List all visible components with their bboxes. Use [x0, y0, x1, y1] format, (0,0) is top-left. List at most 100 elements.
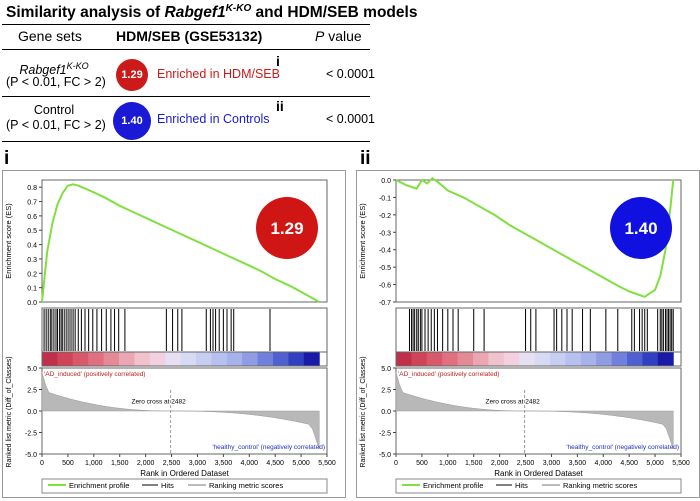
rank-ytick-label: -5.0 — [379, 452, 391, 459]
nes-badge-circle — [256, 197, 318, 259]
legend-label-profile: Enrichment profile — [69, 481, 129, 490]
color-bar-segment — [550, 352, 566, 366]
color-bar-segment — [180, 352, 197, 366]
xtick-label: 0 — [394, 460, 398, 467]
legend-label-hits: Hits — [515, 481, 528, 490]
negative-class-label: 'healthy_control' (negatively correlated… — [212, 444, 325, 451]
rank-ylabel: Ranked list metric (Diff_of_Classes) — [360, 356, 367, 467]
color-bar-segment — [211, 352, 228, 366]
color-bar-border — [395, 351, 682, 367]
es-ytick-label: 0.3 — [27, 257, 37, 264]
es-ylabel: Enrichment score (ES) — [358, 203, 367, 279]
color-bar-segment — [119, 352, 135, 366]
color-bar-segment — [457, 352, 474, 366]
zero-cross-label: Zero cross at 2482 — [132, 398, 187, 405]
xtick-label: 5,500 — [318, 460, 336, 467]
xtick-label: 5,000 — [646, 460, 664, 467]
xtick-label: 2,000 — [137, 460, 155, 467]
rank-ytick-label: 5.0 — [27, 366, 37, 373]
legend-box — [41, 478, 328, 494]
es-ytick-label: -0.1 — [379, 195, 391, 202]
color-bar-segment — [88, 352, 105, 366]
color-bar-segment — [642, 352, 659, 366]
color-bar-segment — [519, 352, 536, 366]
color-bar-segment — [196, 352, 212, 366]
xtick-label: 1,000 — [439, 460, 457, 467]
enrichment-label: Enriched in Controls — [157, 112, 270, 126]
es-ytick-label: -0.6 — [379, 283, 391, 290]
xtick-label: 3,500 — [215, 460, 233, 467]
rank-ytick-label: 0.0 — [27, 409, 37, 416]
rank-ytick-label: -2.5 — [379, 431, 391, 438]
es-ytick-label: 0.0 — [27, 300, 37, 307]
color-bar-segment — [242, 352, 259, 366]
nes-badge: 1.29 — [116, 59, 148, 91]
es-ytick-label: -0.7 — [379, 300, 391, 307]
xtick-label: 4,500 — [620, 460, 638, 467]
xtick-label: 5,500 — [672, 460, 690, 467]
gsea-plot-i: 0.8 0.7 0.6 0.5 0.4 0.3 0.2 0.1 0.0 Enrichment sc… — [2, 170, 346, 498]
xtick-label: 500 — [62, 460, 74, 467]
header-gene-sets: Gene sets — [18, 28, 82, 44]
es-ytick-label: -0.3 — [379, 230, 391, 237]
ranking-metric-area — [395, 372, 674, 449]
rank-ytick-label: 2.5 — [27, 388, 37, 395]
es-ytick-label: 0.1 — [27, 286, 37, 293]
color-bar-segment — [42, 352, 58, 366]
legend-label-ranking: Ranking metric scores — [563, 481, 637, 490]
enrichment-label: Enriched in HDM/SEB — [157, 67, 280, 81]
positive-class-label: 'AD_induced' (positively correlated) — [44, 371, 145, 378]
rank-ytick-label: -2.5 — [25, 431, 37, 438]
es-ytick-label: 0.6 — [27, 214, 37, 221]
color-bar-segment — [657, 352, 674, 366]
color-bar-segment — [165, 352, 182, 366]
es-ytick-label: -0.4 — [379, 248, 391, 255]
xtick-label: 500 — [416, 460, 428, 467]
color-bar-segment — [411, 352, 428, 366]
p-value: < 0.0001 — [326, 67, 376, 81]
x-axis-label: Rank in Ordered Dataset — [494, 469, 583, 478]
rank-ytick-label: -5.0 — [25, 452, 37, 459]
es-ytick-label: 0.7 — [27, 200, 37, 207]
es-ytick-label: -0.5 — [379, 265, 391, 272]
color-bar-segment — [288, 352, 305, 366]
color-bar-segment — [303, 352, 320, 366]
color-bar-segment — [273, 352, 289, 366]
positive-class-label: 'AD_induced' (positively correlated) — [398, 371, 499, 378]
color-bar-segment — [565, 352, 582, 366]
es-ytick-label: 0.0 — [381, 178, 391, 185]
rank-ytick-label: 5.0 — [381, 366, 391, 373]
xtick-label: 4,000 — [241, 460, 259, 467]
color-bar-segment — [534, 352, 551, 366]
xtick-label: 2,000 — [491, 460, 509, 467]
color-bar-segment — [503, 352, 520, 366]
legend-label-profile: Enrichment profile — [423, 481, 483, 490]
enrichment-profile-line — [395, 177, 675, 298]
ranking-metric-area — [41, 372, 320, 449]
color-bar-segment — [627, 352, 643, 366]
color-bar-segment — [580, 352, 597, 366]
color-bar-segment — [396, 352, 412, 366]
gsea-plot-ii: 0.0 -0.1 -0.2 -0.3 -0.4 -0.5 -0.6 -0.7 Enrichmen… — [356, 170, 700, 498]
xtick-label: 5,000 — [292, 460, 310, 467]
xtick-label: 3,000 — [189, 460, 207, 467]
zero-cross-label: Zero cross at 2482 — [486, 398, 541, 405]
es-ytick-label: 0.8 — [27, 185, 37, 192]
xtick-label: 1,500 — [111, 460, 129, 467]
rank-ytick-label: 2.5 — [381, 388, 391, 395]
color-bar-segment — [72, 352, 89, 366]
nes-badge: 1.40 — [113, 102, 151, 140]
table-row-rule — [2, 96, 370, 97]
panel-ref: i — [276, 53, 280, 69]
gene-set-name: Rabgef1K-KO — [19, 61, 89, 78]
nes-badge-label: 1.40 — [624, 219, 657, 238]
gene-set-criteria: (P < 0.01, FC > 2) — [6, 118, 106, 132]
legend-box — [395, 478, 682, 494]
rank-ylabel: Ranked list metric (Diff_of_Classes) — [6, 356, 13, 467]
es-ytick-label: 0.5 — [27, 228, 37, 235]
color-bar-segment — [57, 352, 74, 366]
color-bar-segment — [442, 352, 459, 366]
rank-ytick-label: 0.0 — [381, 409, 391, 416]
xtick-label: 0 — [40, 460, 44, 467]
xtick-label: 4,000 — [595, 460, 613, 467]
